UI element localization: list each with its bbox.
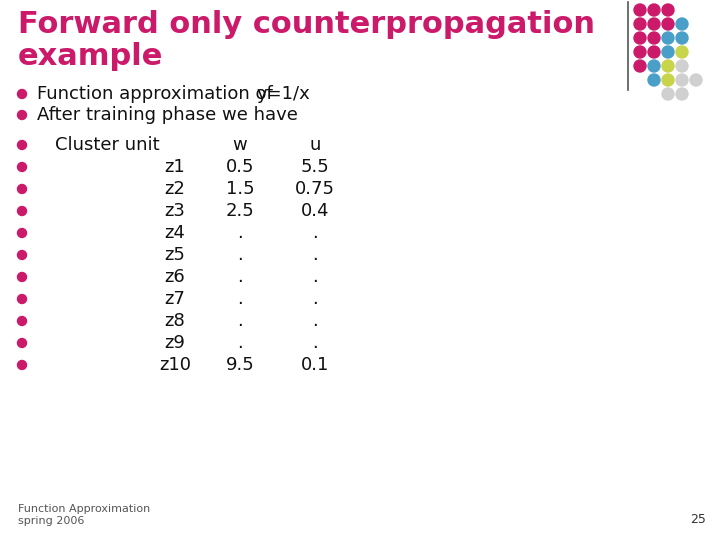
Circle shape [17, 90, 27, 98]
Circle shape [676, 74, 688, 86]
Text: Function approximation of: Function approximation of [37, 85, 273, 103]
Text: Forward only counterpropagation: Forward only counterpropagation [18, 10, 595, 39]
Text: Function Approximation
spring 2006: Function Approximation spring 2006 [18, 504, 150, 526]
Circle shape [648, 4, 660, 16]
Text: u: u [310, 136, 320, 154]
Text: .: . [237, 290, 243, 308]
Text: y=1/x: y=1/x [257, 85, 311, 103]
Circle shape [17, 140, 27, 150]
Circle shape [662, 18, 674, 30]
Circle shape [17, 251, 27, 260]
Circle shape [17, 206, 27, 215]
Text: z10: z10 [159, 356, 191, 374]
Text: .: . [312, 290, 318, 308]
Text: .: . [237, 268, 243, 286]
Circle shape [676, 32, 688, 44]
Circle shape [690, 74, 702, 86]
Circle shape [676, 88, 688, 100]
Text: .: . [312, 312, 318, 330]
Text: z3: z3 [165, 202, 186, 220]
Circle shape [676, 46, 688, 58]
Circle shape [17, 316, 27, 326]
Text: 5.5: 5.5 [301, 158, 329, 176]
Text: 2.5: 2.5 [225, 202, 254, 220]
Circle shape [662, 60, 674, 72]
Text: .: . [312, 246, 318, 264]
Text: z2: z2 [165, 180, 186, 198]
Circle shape [17, 111, 27, 119]
Text: 25: 25 [690, 513, 706, 526]
Text: 0.4: 0.4 [301, 202, 329, 220]
Circle shape [648, 74, 660, 86]
Text: z9: z9 [165, 334, 186, 352]
Circle shape [17, 294, 27, 303]
Circle shape [662, 46, 674, 58]
Text: z4: z4 [165, 224, 186, 242]
Circle shape [662, 74, 674, 86]
Circle shape [648, 18, 660, 30]
Text: 0.5: 0.5 [226, 158, 254, 176]
Text: 1.5: 1.5 [225, 180, 254, 198]
Circle shape [17, 273, 27, 281]
Circle shape [17, 361, 27, 369]
Circle shape [676, 60, 688, 72]
Circle shape [17, 339, 27, 348]
Text: .: . [312, 268, 318, 286]
Text: After training phase we have: After training phase we have [37, 106, 298, 124]
Circle shape [634, 46, 646, 58]
Circle shape [648, 46, 660, 58]
Text: z5: z5 [165, 246, 186, 264]
Text: z8: z8 [165, 312, 185, 330]
Circle shape [662, 4, 674, 16]
Circle shape [17, 228, 27, 238]
Text: z7: z7 [165, 290, 186, 308]
Text: 9.5: 9.5 [225, 356, 254, 374]
Text: z6: z6 [165, 268, 185, 286]
Circle shape [634, 60, 646, 72]
Circle shape [17, 185, 27, 193]
Text: .: . [312, 334, 318, 352]
Circle shape [676, 18, 688, 30]
Circle shape [17, 163, 27, 172]
Text: .: . [312, 224, 318, 242]
Circle shape [634, 18, 646, 30]
Circle shape [662, 88, 674, 100]
Text: z1: z1 [165, 158, 185, 176]
Circle shape [648, 32, 660, 44]
Text: .: . [237, 246, 243, 264]
Circle shape [648, 60, 660, 72]
Text: 0.1: 0.1 [301, 356, 329, 374]
Text: Cluster unit: Cluster unit [55, 136, 160, 154]
Circle shape [662, 32, 674, 44]
Text: example: example [18, 42, 163, 71]
Circle shape [634, 32, 646, 44]
Text: 0.75: 0.75 [295, 180, 335, 198]
Text: .: . [237, 334, 243, 352]
Circle shape [634, 4, 646, 16]
Text: .: . [237, 312, 243, 330]
Text: .: . [237, 224, 243, 242]
Text: w: w [233, 136, 248, 154]
